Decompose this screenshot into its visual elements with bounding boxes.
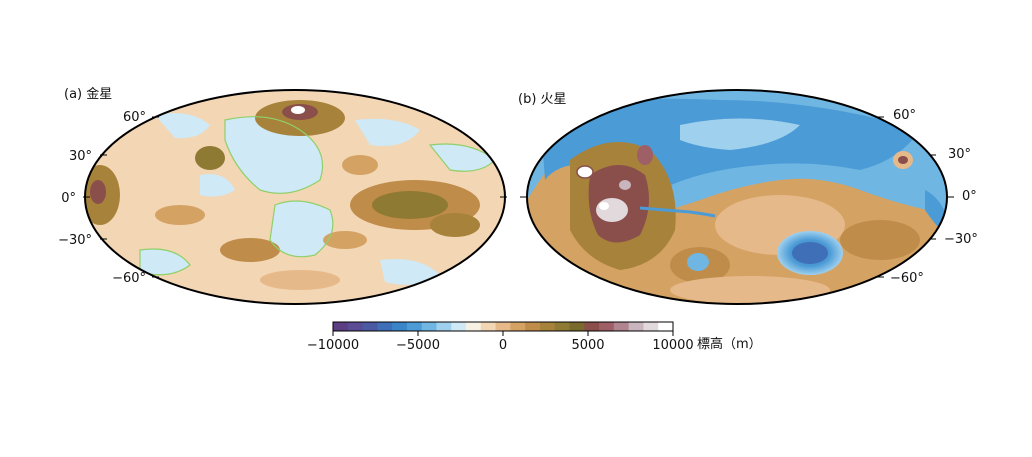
colorbar-swatch bbox=[510, 322, 526, 331]
colorbar-swatch bbox=[643, 322, 659, 331]
colorbar-swatch bbox=[362, 322, 378, 331]
venus-map: (a) 金星 bbox=[58, 86, 507, 305]
venus-lat-minus30: −30° bbox=[58, 233, 92, 248]
colorbar-tick-label: −10000 bbox=[307, 338, 359, 353]
colorbar-unit-label: 標高（m） bbox=[697, 336, 762, 352]
colorbar-swatch bbox=[584, 322, 600, 331]
colorbar-swatch bbox=[599, 322, 615, 331]
mars-topography bbox=[527, 90, 947, 304]
venus-lat-60: 60° bbox=[123, 110, 146, 125]
colorbar-ticks bbox=[332, 331, 674, 336]
venus-lat-minus60: −60° bbox=[112, 271, 146, 286]
venus-lat-ticks bbox=[83, 116, 507, 278]
mars-lat-ticks bbox=[520, 116, 954, 278]
colorbar-swatch bbox=[377, 322, 393, 331]
colorbar-swatch bbox=[525, 322, 541, 331]
mars-lat-30: 30° bbox=[948, 147, 971, 162]
venus-lat-0: 0° bbox=[61, 191, 76, 206]
mars-map: (b) 火星 bbox=[518, 89, 978, 305]
colorbar-swatch bbox=[613, 322, 630, 331]
mars-lat-60: 60° bbox=[893, 108, 916, 123]
colorbar-tick-label: 5000 bbox=[571, 338, 604, 353]
colorbar-swatch bbox=[466, 322, 482, 331]
colorbar-swatch bbox=[451, 322, 467, 331]
colorbar-tick-label: −5000 bbox=[396, 338, 440, 353]
venus-title: (a) 金星 bbox=[64, 86, 112, 102]
colorbar-swatch bbox=[347, 322, 364, 331]
mars-lat-0: 0° bbox=[962, 189, 977, 204]
colorbar-swatch bbox=[554, 322, 571, 331]
colorbar-tick-label: 10000 bbox=[652, 338, 693, 353]
mars-lat-minus30: −30° bbox=[944, 232, 978, 247]
colorbar-swatch bbox=[628, 322, 644, 331]
colorbar-swatch bbox=[480, 322, 497, 331]
venus-lat-labels: 60° 30° 0° −30° −60° bbox=[58, 110, 146, 286]
colorbar-swatch bbox=[495, 322, 511, 331]
colorbar-swatches bbox=[333, 322, 674, 331]
colorbar-swatch bbox=[658, 322, 674, 331]
colorbar-tick-label: 0 bbox=[499, 338, 507, 353]
colorbar-swatch bbox=[333, 322, 349, 331]
colorbar-swatch bbox=[539, 322, 556, 331]
mars-lat-minus60: −60° bbox=[890, 271, 924, 286]
venus-topography bbox=[85, 90, 505, 304]
elevation-colorbar: −10000 −5000 0 5000 10000 標高（m） bbox=[307, 321, 762, 353]
colorbar-swatch bbox=[406, 322, 423, 331]
mars-lat-labels: 60° 30° 0° −30° −60° bbox=[890, 108, 978, 286]
colorbar-swatch bbox=[569, 322, 585, 331]
venus-lat-30: 30° bbox=[69, 149, 92, 164]
colorbar-swatch bbox=[421, 322, 437, 331]
mars-title: (b) 火星 bbox=[518, 92, 567, 107]
colorbar-swatch bbox=[392, 322, 408, 331]
colorbar-swatch bbox=[436, 322, 452, 331]
